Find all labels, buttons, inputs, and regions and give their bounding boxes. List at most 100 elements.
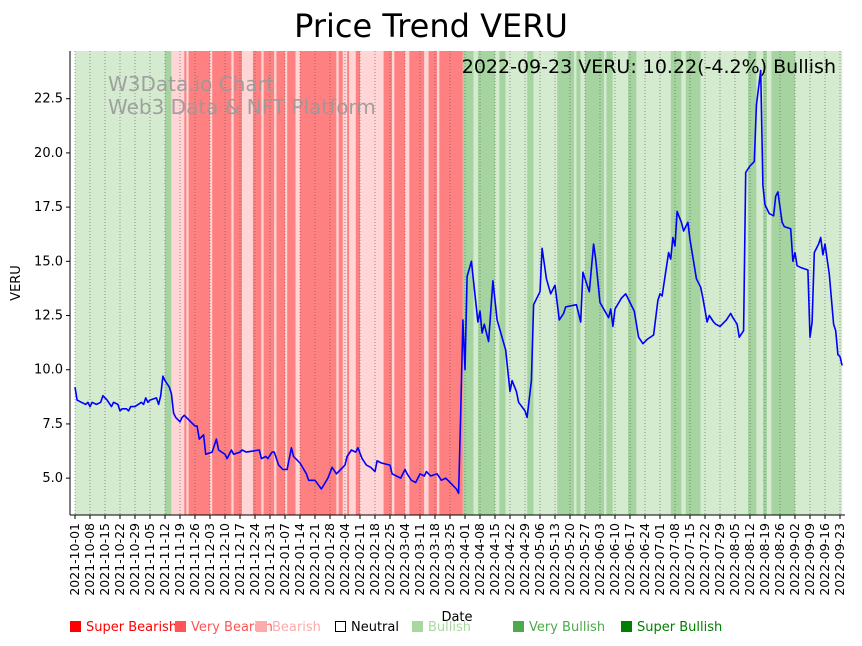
legend-label: Very Bullish bbox=[529, 620, 606, 635]
x-tick-label: 2021-12-10 bbox=[217, 523, 232, 596]
y-tick-label: 12.5 bbox=[34, 309, 63, 324]
band-bearish bbox=[231, 51, 234, 515]
legend-swatch bbox=[513, 621, 524, 632]
legend-item-very-bearish: Very Bearish bbox=[175, 620, 273, 635]
band-bearish bbox=[336, 51, 339, 515]
band-very-bullish bbox=[606, 51, 613, 515]
legend-swatch bbox=[412, 621, 423, 632]
x-tick-label: 2022-03-04 bbox=[397, 523, 412, 596]
band-bearish bbox=[261, 51, 264, 515]
band-very-bullish bbox=[462, 51, 474, 515]
band-very-bearish bbox=[184, 51, 187, 515]
vertical-gridlines bbox=[74, 51, 841, 515]
x-tick-label: 2022-04-15 bbox=[487, 523, 502, 596]
y-axis-label: VERU bbox=[9, 265, 24, 301]
x-tick-label: 2022-08-12 bbox=[742, 523, 757, 596]
legend-swatch bbox=[621, 621, 632, 632]
band-very-bearish bbox=[347, 51, 350, 515]
legend-label: Bullish bbox=[428, 620, 472, 635]
band-very-bullish bbox=[576, 51, 581, 515]
x-tick-label: 2022-08-26 bbox=[772, 523, 787, 596]
x-tick-label: 2022-04-29 bbox=[517, 523, 532, 596]
x-tick-label: 2022-01-21 bbox=[307, 523, 322, 596]
band-very-bullish bbox=[585, 51, 605, 515]
band-bearish bbox=[405, 51, 410, 515]
band-very-bearish bbox=[287, 51, 296, 515]
band-very-bullish bbox=[627, 51, 637, 515]
band-very-bearish bbox=[428, 51, 438, 515]
legend-swatch bbox=[335, 621, 346, 632]
legend-item-neutral: Neutral bbox=[335, 620, 399, 635]
legend-label: Neutral bbox=[351, 620, 399, 635]
band-very-bearish bbox=[233, 51, 243, 515]
x-tick-label: 2022-05-20 bbox=[562, 523, 577, 596]
band-bearish bbox=[349, 51, 356, 515]
x-tick-label: 2022-05-06 bbox=[532, 523, 547, 596]
band-very-bullish bbox=[165, 51, 172, 515]
x-tick-label: 2022-07-22 bbox=[697, 523, 712, 596]
band-bearish bbox=[171, 51, 185, 515]
band-bearish bbox=[424, 51, 429, 515]
y-tick-label: 22.5 bbox=[34, 92, 63, 107]
band-very-bullish bbox=[771, 51, 795, 515]
x-tick-label: 2022-03-18 bbox=[427, 523, 442, 596]
band-very-bearish bbox=[276, 51, 285, 515]
legend-label: Super Bullish bbox=[637, 620, 723, 635]
x-tick-label: 2022-01-14 bbox=[292, 523, 307, 596]
x-tick-label: 2022-05-27 bbox=[577, 523, 592, 596]
band-very-bearish bbox=[439, 51, 463, 515]
watermark-line-2: Web3 Data & NFT Platform bbox=[108, 95, 376, 119]
band-very-bullish bbox=[670, 51, 682, 515]
y-tick-label: 10.0 bbox=[34, 363, 63, 378]
x-tick-label: 2022-09-09 bbox=[802, 523, 817, 596]
x-tick-label: 2022-07-15 bbox=[682, 523, 697, 596]
x-tick-label: 2022-05-13 bbox=[547, 523, 562, 596]
latest-price-annotation: 2022-09-23 VERU: 10.22(-4.2%) Bullish bbox=[462, 56, 836, 78]
band-bullish bbox=[604, 51, 607, 515]
x-tick-label: 2022-09-16 bbox=[817, 523, 832, 596]
band-very-bearish bbox=[188, 51, 210, 515]
legend-label: Very Bearish bbox=[191, 620, 273, 635]
band-very-bearish bbox=[355, 51, 360, 515]
x-tick-label: 2021-11-05 bbox=[142, 523, 157, 596]
x-tick-label: 2021-12-24 bbox=[247, 523, 262, 596]
band-bullish bbox=[574, 51, 577, 515]
band-very-bearish bbox=[212, 51, 232, 515]
x-tick-label: 2022-02-18 bbox=[367, 523, 382, 596]
band-very-bullish bbox=[499, 51, 506, 515]
y-tick-label: 5.0 bbox=[42, 471, 63, 486]
legend-swatch bbox=[70, 621, 81, 632]
x-tick-label: 2021-10-01 bbox=[67, 523, 82, 596]
sentiment-bands bbox=[75, 51, 843, 515]
x-tick-label: 2022-07-29 bbox=[712, 523, 727, 596]
x-tick-label: 2021-12-31 bbox=[262, 523, 277, 596]
band-bullish bbox=[756, 51, 763, 515]
x-tick-label: 2022-08-05 bbox=[727, 523, 742, 596]
y-tick-label: 15.0 bbox=[34, 254, 63, 269]
x-tick-label: 2021-11-19 bbox=[172, 523, 187, 596]
x-axis-label: Date bbox=[441, 610, 472, 625]
band-bearish bbox=[210, 51, 213, 515]
band-bearish bbox=[360, 51, 384, 515]
band-bullish bbox=[505, 51, 528, 515]
legend-item-super-bullish: Super Bullish bbox=[621, 620, 722, 635]
band-bullish bbox=[795, 51, 843, 515]
x-tick-label: 2022-02-04 bbox=[337, 523, 352, 596]
x-tick-label: 2022-04-22 bbox=[502, 523, 517, 596]
x-tick-label: 2021-10-15 bbox=[97, 523, 112, 596]
band-bullish bbox=[700, 51, 748, 515]
x-tick-label: 2022-06-03 bbox=[592, 523, 607, 596]
band-bullish bbox=[473, 51, 478, 515]
band-very-bullish bbox=[527, 51, 534, 515]
band-very-bullish bbox=[747, 51, 757, 515]
band-very-bullish bbox=[557, 51, 575, 515]
chart-title: Price Trend VERU bbox=[294, 7, 568, 45]
x-tick-label: 2021-10-29 bbox=[127, 523, 142, 596]
legend-label: Super Bearish bbox=[86, 620, 178, 635]
watermark-line-1: W3Data.io Chart bbox=[108, 72, 274, 96]
x-tick-label: 2022-04-08 bbox=[472, 523, 487, 596]
band-bearish bbox=[437, 51, 440, 515]
band-very-bearish bbox=[300, 51, 337, 515]
band-bearish bbox=[186, 51, 189, 515]
band-bullish bbox=[767, 51, 772, 515]
